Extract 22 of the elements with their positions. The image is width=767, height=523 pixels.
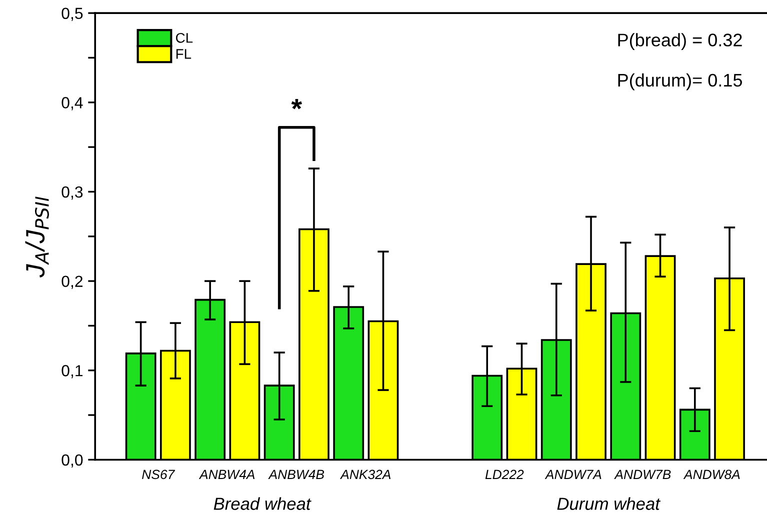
annotation: * xyxy=(291,98,302,110)
text: Durum wheat xyxy=(557,497,661,510)
annotation: P(durum)= 0.15 xyxy=(618,73,742,90)
y-axis-title: J$_{A}$/J$_{PSII}$ xyxy=(25,196,49,278)
x-tick-label: ANBW4B xyxy=(268,470,324,479)
legend-label: FL xyxy=(176,49,192,59)
x-tick-label: ANDW8A xyxy=(683,470,740,480)
text: Bread wheat xyxy=(214,497,312,510)
y-tick-label: 0,2 xyxy=(62,276,83,289)
y-tick-label: 0,5 xyxy=(62,8,83,21)
y-tick-label: 0,1 xyxy=(62,365,83,378)
y-tick-label: 0,0 xyxy=(62,454,83,468)
y-tick-label: 0,4 xyxy=(62,97,83,110)
x-tick-label: NS67 xyxy=(142,470,176,480)
annotation: P(bread) = 0.32 xyxy=(618,33,742,50)
x-tick-label: ANDW7A xyxy=(544,470,602,479)
x-tick-label: ANBW4A xyxy=(198,470,255,479)
y-tick-label: 0,3 xyxy=(62,186,83,200)
legend-label: CL xyxy=(176,32,193,43)
x-tick-label: ANDW7B xyxy=(614,470,671,479)
x-tick-label: ANK32A xyxy=(340,470,391,480)
x-tick-label: LD222 xyxy=(485,470,524,479)
